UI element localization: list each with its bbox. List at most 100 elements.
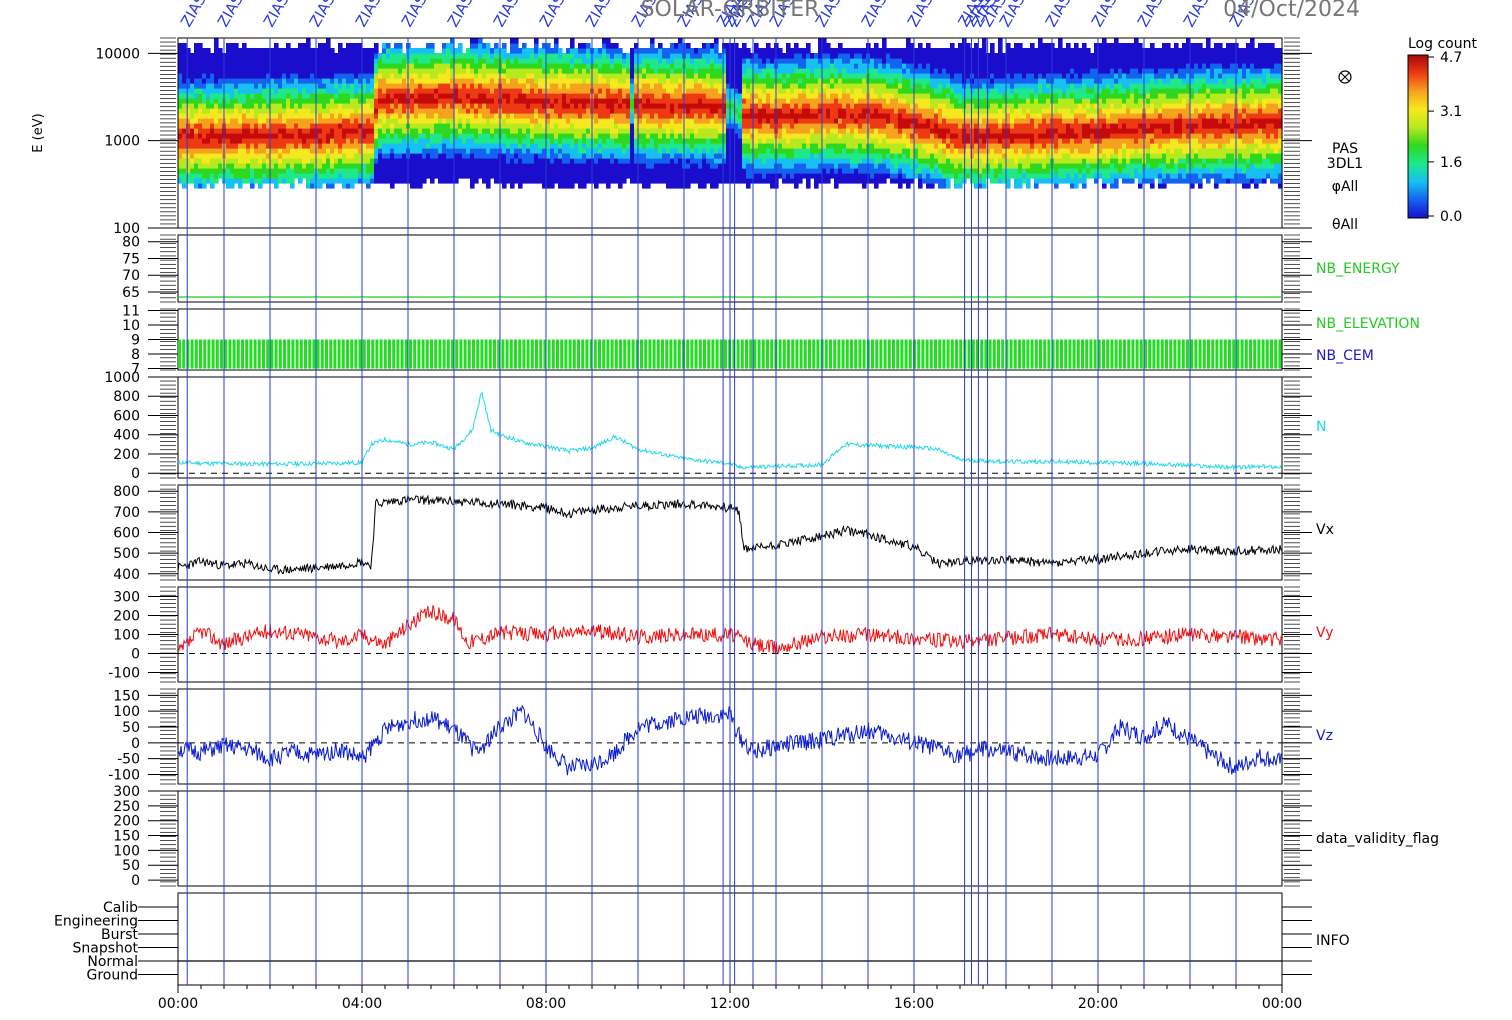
spectrogram-cell	[830, 153, 835, 159]
spectrogram-cell	[450, 113, 455, 119]
spectrogram-cell	[678, 163, 683, 169]
spectrogram-cell	[822, 118, 827, 124]
spectrogram-cell	[358, 148, 363, 154]
spectrogram-cell	[862, 83, 867, 89]
spectrogram-cell	[834, 148, 839, 154]
spectrogram-cell	[382, 133, 387, 139]
spectrogram-cell	[482, 178, 487, 184]
spectrogram-cell	[302, 168, 307, 174]
spectrogram-cell	[722, 113, 727, 119]
spectrogram-cell	[462, 93, 467, 99]
spectrogram-cell	[738, 58, 743, 64]
spectrogram-cell	[394, 123, 399, 129]
spectrogram-cell	[486, 58, 491, 64]
spectrogram-cell	[546, 88, 551, 94]
spectrogram-cell	[646, 58, 651, 64]
spectrogram-cell	[294, 118, 299, 124]
spectrogram-cell	[290, 103, 295, 109]
spectrogram-cell	[446, 163, 451, 169]
spectrogram-cell	[318, 173, 323, 179]
spectrogram-cell	[278, 113, 283, 119]
spectrogram-cell	[354, 138, 359, 144]
spectrogram-cell	[882, 73, 887, 79]
spectrogram-cell	[550, 123, 555, 129]
spectrogram-cell	[382, 148, 387, 154]
spectrogram-cell	[202, 73, 207, 79]
spectrogram-cell	[506, 73, 511, 79]
spectrogram-cell	[830, 128, 835, 134]
spectrogram-cell	[366, 163, 371, 169]
spectrogram-cell	[422, 123, 427, 129]
spectrogram-cell	[478, 108, 483, 114]
spectrogram-cell	[546, 113, 551, 119]
spectrogram-cell	[870, 53, 875, 59]
spectrogram-cell	[862, 138, 867, 144]
spectrogram-cell	[598, 58, 603, 64]
spectrogram-cell	[310, 48, 315, 54]
spectrogram-cell	[474, 58, 479, 64]
spectrogram-cell	[718, 68, 723, 74]
spectrogram-cell	[730, 108, 735, 114]
spectrogram-cell	[398, 143, 403, 149]
spectrogram-cell	[394, 133, 399, 139]
spectrogram-cell	[378, 113, 383, 119]
spectrogram-cell	[254, 143, 259, 149]
spectrogram-cell	[454, 163, 459, 169]
spectrogram-cell	[694, 68, 699, 74]
spectrogram-cell	[830, 68, 835, 74]
spectrogram-cell	[178, 98, 183, 104]
spectrogram-cell	[350, 68, 355, 74]
spectrogram-cell	[370, 133, 375, 139]
spectrogram-cell	[718, 73, 723, 79]
spectrogram-cell	[382, 113, 387, 119]
spectrogram-cell	[586, 123, 591, 129]
spectrogram-cell	[886, 113, 891, 119]
spectrogram-cell	[338, 78, 343, 84]
spectrogram-cell	[630, 93, 635, 99]
spectrogram-cell	[562, 98, 567, 104]
spectrogram-cell	[710, 138, 715, 144]
spectrogram-cell	[322, 88, 327, 94]
spectrogram-cell	[346, 68, 351, 74]
spectrogram-cell	[514, 173, 519, 179]
spectrogram-cell	[594, 73, 599, 79]
spectrogram-cell	[754, 73, 759, 79]
spectrogram-cell	[742, 43, 747, 49]
spectrogram-cell	[554, 58, 559, 64]
spectrogram-cell	[598, 93, 603, 99]
spectrogram-cell	[542, 143, 547, 149]
spectrogram-cell	[542, 83, 547, 89]
spectrogram-cell	[734, 153, 739, 159]
spectrogram-cell	[826, 173, 831, 179]
spectrogram-cell	[734, 78, 739, 84]
spectrogram-cell	[818, 63, 823, 69]
spectrogram-cell	[318, 93, 323, 99]
spectrogram-cell	[814, 138, 819, 144]
spectrogram-cell	[694, 143, 699, 149]
spectrogram-cell	[718, 178, 723, 184]
spectrogram-cell	[438, 78, 443, 84]
spectrogram-cell	[798, 68, 803, 74]
spectrogram-cell	[530, 118, 535, 124]
spectrogram-cell	[294, 93, 299, 99]
spectrogram-cell	[250, 113, 255, 119]
spectrogram-cell	[754, 133, 759, 139]
spectrogram-cell	[326, 143, 331, 149]
spectrogram-cell	[202, 83, 207, 89]
spectrogram-cell	[474, 108, 479, 114]
spectrogram-cell	[758, 113, 763, 119]
spectrogram-cell	[430, 48, 435, 54]
spectrogram-cell	[214, 178, 219, 184]
spectrogram-cell	[522, 113, 527, 119]
spectrogram-cell	[282, 143, 287, 149]
spectrogram-cell	[494, 178, 499, 184]
spectrogram-cell	[210, 123, 215, 129]
spectrogram-cell	[366, 133, 371, 139]
spectrogram-cell	[510, 173, 515, 179]
spectrogram-cell	[486, 178, 491, 184]
spectrogram-cell	[394, 58, 399, 64]
spectrogram-cell	[402, 163, 407, 169]
spectrogram-cell	[186, 178, 191, 184]
spectrogram-cell	[194, 63, 199, 69]
spectrogram-cell	[754, 68, 759, 74]
